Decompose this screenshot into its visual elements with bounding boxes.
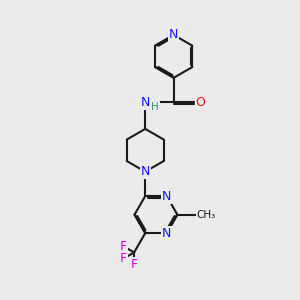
Text: O: O — [196, 96, 206, 109]
Text: F: F — [120, 240, 127, 253]
Text: N: N — [169, 28, 178, 41]
Text: N: N — [141, 165, 150, 178]
Text: F: F — [130, 258, 138, 272]
Text: F: F — [120, 252, 127, 265]
Text: N: N — [162, 226, 171, 240]
Text: N: N — [162, 190, 171, 202]
Text: H: H — [151, 102, 159, 112]
Text: N: N — [141, 96, 150, 109]
Text: CH₃: CH₃ — [196, 210, 216, 220]
